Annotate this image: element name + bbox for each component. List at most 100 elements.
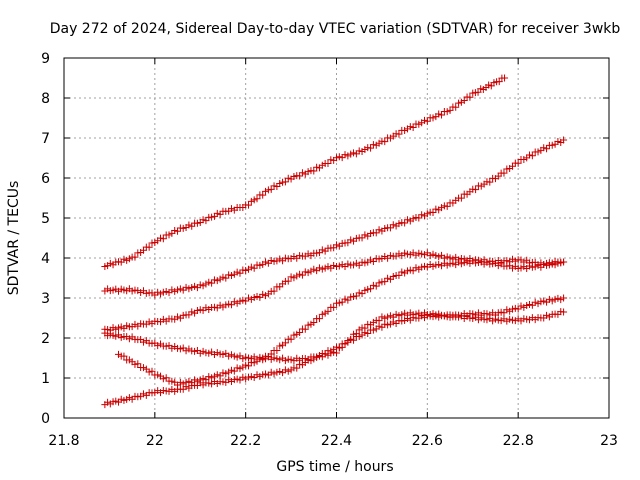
data-point xyxy=(159,375,167,383)
data-point xyxy=(460,259,468,267)
data-point xyxy=(157,290,165,298)
data-point xyxy=(352,150,360,158)
data-point xyxy=(457,194,465,202)
data-point xyxy=(457,98,465,106)
data-point xyxy=(534,148,542,156)
data-point xyxy=(327,156,335,164)
data-point xyxy=(508,162,516,170)
data-point xyxy=(540,144,548,152)
data-point xyxy=(185,345,193,353)
data-point xyxy=(284,174,292,182)
data-point xyxy=(307,357,315,365)
data-point xyxy=(213,380,221,388)
data-point xyxy=(335,299,343,307)
data-point xyxy=(401,219,409,227)
data-point xyxy=(395,220,403,228)
data-point xyxy=(457,260,465,268)
data-point xyxy=(179,224,187,232)
data-point xyxy=(477,311,485,319)
data-point xyxy=(310,353,318,361)
x-tick-label: 22.4 xyxy=(321,433,352,449)
data-point xyxy=(489,260,497,268)
x-tick-label: 21.8 xyxy=(48,433,79,449)
data-point xyxy=(548,259,556,267)
data-point xyxy=(338,298,346,306)
data-point xyxy=(230,367,238,375)
data-point xyxy=(159,315,167,323)
data-point xyxy=(222,370,230,378)
data-point xyxy=(438,204,446,212)
data-point xyxy=(145,243,153,251)
data-point xyxy=(250,196,258,204)
data-point xyxy=(483,316,491,324)
data-point xyxy=(262,370,270,378)
data-point xyxy=(406,309,414,317)
data-point xyxy=(219,378,227,386)
data-point xyxy=(358,290,366,298)
data-point xyxy=(242,297,250,305)
data-point xyxy=(355,289,363,297)
data-point xyxy=(560,308,568,316)
data-point xyxy=(446,260,454,268)
data-point xyxy=(318,246,326,254)
data-point xyxy=(347,293,355,301)
data-point xyxy=(489,317,497,325)
data-point xyxy=(219,351,227,359)
data-point xyxy=(455,258,463,266)
data-point xyxy=(159,386,167,394)
data-point xyxy=(520,155,528,163)
data-point xyxy=(287,335,295,343)
data-point xyxy=(191,282,199,290)
data-point xyxy=(503,306,511,314)
data-point xyxy=(438,311,446,319)
data-point xyxy=(208,279,216,287)
data-point xyxy=(225,300,233,308)
data-point xyxy=(139,390,147,398)
data-point xyxy=(137,288,145,296)
data-point xyxy=(222,274,230,282)
data-point xyxy=(284,367,292,375)
data-point xyxy=(403,216,411,224)
data-point xyxy=(296,172,304,180)
data-point xyxy=(344,239,352,247)
data-point xyxy=(281,178,289,186)
data-point xyxy=(367,229,375,237)
data-point xyxy=(227,366,235,374)
data-point xyxy=(560,258,568,266)
data-point xyxy=(310,319,318,327)
data-point xyxy=(318,349,326,357)
data-point xyxy=(227,351,235,359)
data-point xyxy=(415,214,423,222)
data-point xyxy=(367,285,375,293)
data-point xyxy=(338,154,346,162)
data-point xyxy=(381,252,389,260)
data-point xyxy=(446,254,454,262)
data-point xyxy=(131,360,139,368)
data-point xyxy=(208,213,216,221)
data-point xyxy=(176,285,184,293)
data-point xyxy=(409,123,417,131)
data-point xyxy=(352,234,360,242)
data-point xyxy=(330,261,338,269)
data-point xyxy=(287,273,295,281)
data-point xyxy=(199,375,207,383)
data-point xyxy=(210,276,218,284)
data-point xyxy=(517,302,525,310)
data-point xyxy=(148,367,156,375)
data-point xyxy=(219,273,227,281)
data-point xyxy=(440,312,448,320)
data-point xyxy=(350,292,358,300)
data-point xyxy=(335,344,343,352)
data-point xyxy=(174,313,182,321)
data-point xyxy=(185,377,193,385)
data-point xyxy=(364,329,372,337)
data-point xyxy=(259,191,267,199)
data-point xyxy=(276,367,284,375)
data-point xyxy=(420,251,428,259)
data-point xyxy=(179,311,187,319)
data-point xyxy=(344,296,352,304)
data-point xyxy=(304,269,312,277)
data-point xyxy=(233,268,241,276)
data-point xyxy=(134,360,142,368)
data-point xyxy=(330,303,338,311)
